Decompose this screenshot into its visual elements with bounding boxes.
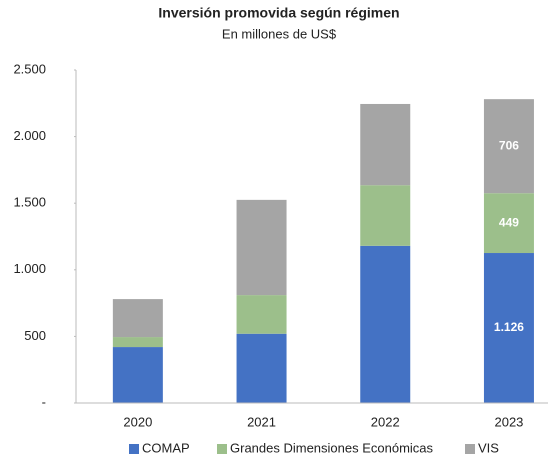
legend-swatch <box>217 444 227 454</box>
legend-label: COMAP <box>142 440 190 455</box>
x-tick-label: 2021 <box>247 414 276 429</box>
x-tick-label: 2020 <box>123 414 152 429</box>
bar-segment <box>112 347 163 403</box>
bar-segment <box>483 193 534 254</box>
bar-segment <box>360 185 411 246</box>
legend-label: Grandes Dimensiones Económicas <box>230 440 434 455</box>
chart-title: Inversión promovida según régimen <box>158 5 399 21</box>
bar-segment <box>360 103 411 186</box>
y-tick-label: 1.000 <box>13 261 46 276</box>
legend-swatch <box>129 444 139 454</box>
bar-segment <box>112 337 163 348</box>
x-tick-label: 2023 <box>494 414 523 429</box>
legend-swatch <box>465 444 475 454</box>
bar-segment <box>483 253 534 403</box>
bar-segment <box>236 333 287 403</box>
data-label: 1.126 <box>494 320 524 334</box>
legend-label: VIS <box>478 440 499 455</box>
x-tick-label: 2022 <box>371 414 400 429</box>
y-tick-label: 500 <box>24 328 46 343</box>
bar-segment <box>236 199 287 296</box>
y-tick-label: 2.500 <box>13 61 46 76</box>
bar-segment <box>112 299 163 338</box>
bar-segment <box>236 295 287 334</box>
y-tick-label: 2.000 <box>13 128 46 143</box>
chart-subtitle: En millones de US$ <box>222 26 337 41</box>
bar-segment <box>483 99 534 194</box>
data-label: 449 <box>499 215 519 229</box>
bar-segment <box>360 245 411 403</box>
data-label: 706 <box>499 138 519 152</box>
y-tick-label: - <box>42 394 46 409</box>
y-tick-label: 1.500 <box>13 195 46 210</box>
